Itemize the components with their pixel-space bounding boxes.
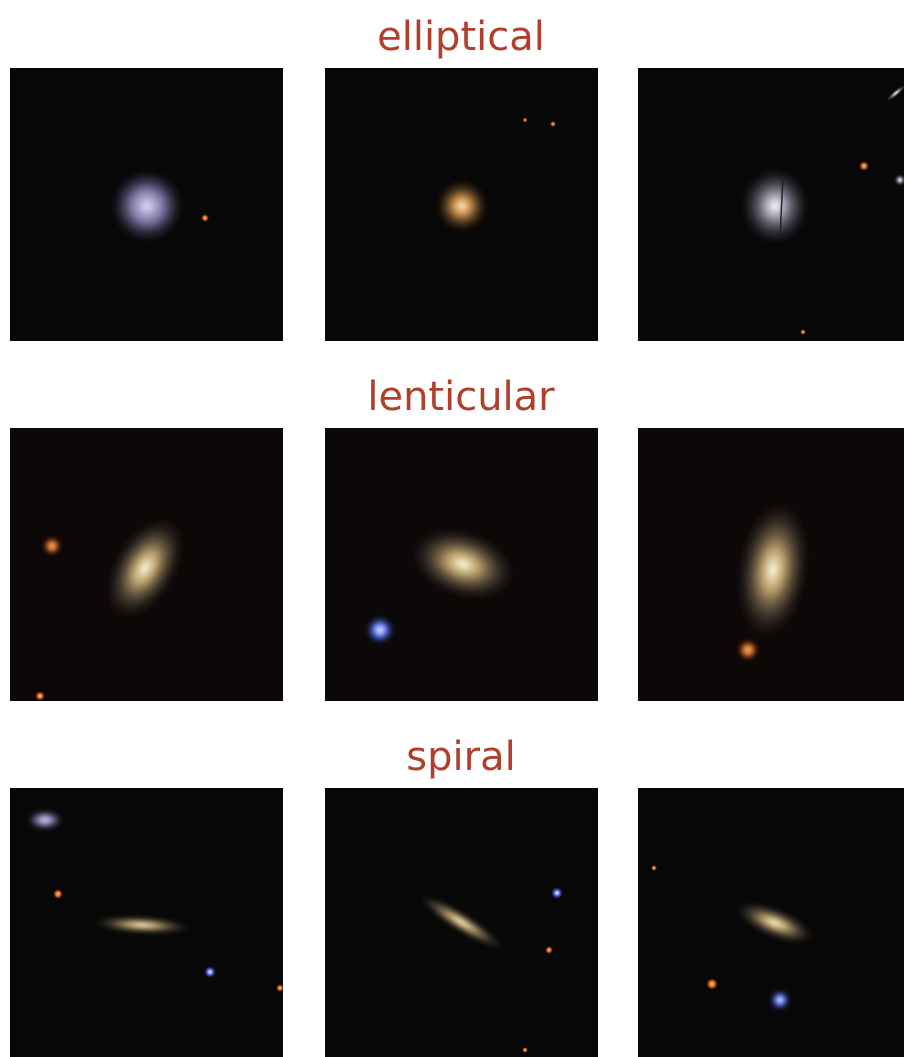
galaxy [418, 894, 504, 950]
star [550, 121, 556, 127]
galaxy [27, 810, 63, 830]
galaxy [735, 902, 815, 944]
galaxy-image [325, 428, 598, 701]
artifact [779, 175, 784, 239]
galaxy-image [638, 428, 904, 701]
galaxy [111, 170, 183, 242]
star [651, 865, 657, 871]
star [366, 616, 394, 644]
galaxy [741, 168, 809, 244]
star [276, 984, 283, 992]
star [43, 537, 61, 555]
galaxy-image [10, 68, 283, 341]
star [522, 117, 528, 123]
star [35, 691, 45, 701]
star [201, 214, 209, 222]
galaxy-image [325, 68, 598, 341]
galaxy [886, 84, 904, 102]
star [894, 174, 904, 186]
galaxy [410, 527, 516, 601]
galaxy [736, 500, 810, 640]
galaxy [436, 180, 488, 232]
galaxy-image [10, 788, 283, 1057]
star [770, 990, 790, 1010]
star [706, 978, 718, 990]
galaxy-image [325, 788, 598, 1057]
galaxy [105, 516, 185, 620]
star [800, 329, 806, 335]
section-title: lenticular [367, 374, 555, 420]
star [522, 1047, 528, 1053]
galaxy-image [10, 428, 283, 701]
galaxy-image [638, 788, 904, 1057]
star [545, 946, 553, 954]
galaxy-image [638, 68, 904, 341]
star [204, 966, 216, 978]
star [859, 161, 869, 171]
section-title: elliptical [377, 14, 545, 60]
star [53, 889, 63, 899]
galaxy [92, 915, 192, 935]
star [738, 640, 758, 660]
section-title: spiral [406, 734, 515, 780]
star [551, 887, 563, 899]
